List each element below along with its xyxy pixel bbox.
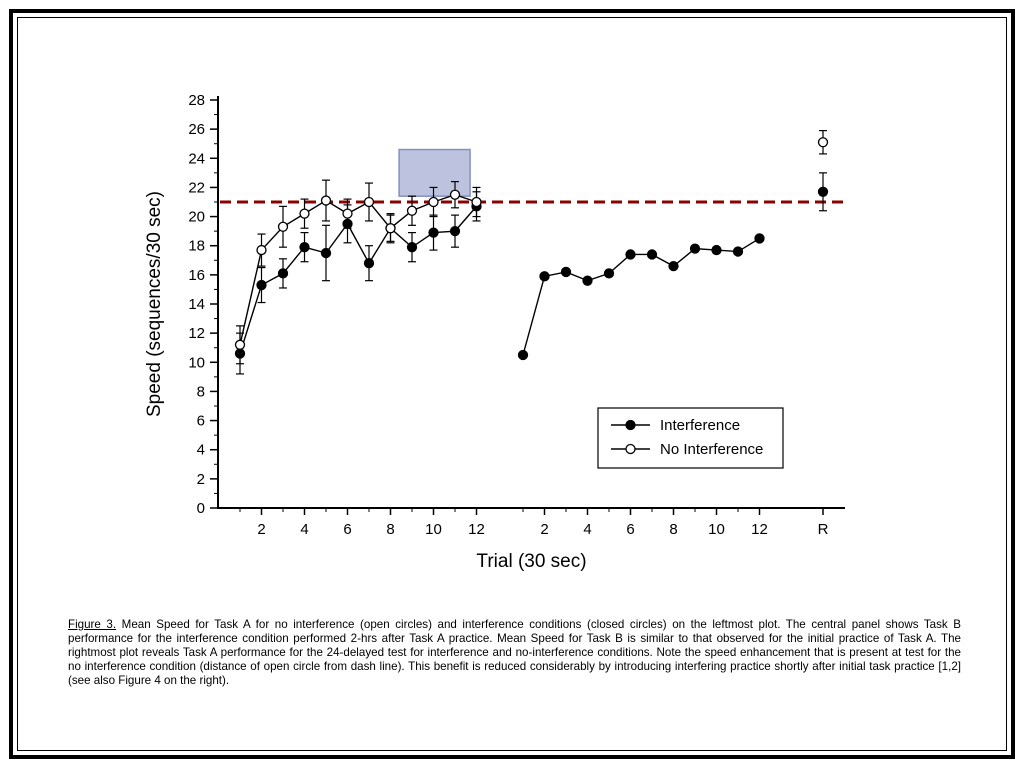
series-line-closed xyxy=(522,237,760,356)
x-tick-label: 10 xyxy=(708,521,725,538)
y-tick-label: 18 xyxy=(188,238,205,255)
data-point-closed xyxy=(560,266,572,278)
y-tick-label: 16 xyxy=(188,267,205,284)
y-axis-title: Speed (sequences/30 sec) xyxy=(144,191,165,417)
data-point-closed xyxy=(668,260,679,272)
series-line-open xyxy=(239,193,477,345)
data-point-closed xyxy=(582,275,593,286)
data-point-open xyxy=(320,195,332,206)
y-tick-label: 22 xyxy=(188,179,205,196)
data-point-closed xyxy=(711,244,722,256)
data-point-open xyxy=(342,208,353,219)
data-point-closed xyxy=(539,271,550,282)
data-point-closed xyxy=(625,249,636,260)
data-point-closed xyxy=(363,258,375,269)
figure-caption-label: Figure 3. xyxy=(68,618,117,631)
legend-label: Interference xyxy=(660,417,740,434)
x-tick-label: 12 xyxy=(751,521,768,538)
y-tick-label: 12 xyxy=(188,325,205,342)
y-tick-label: 24 xyxy=(188,150,205,167)
data-point-closed xyxy=(428,227,439,238)
data-point-closed xyxy=(406,242,418,253)
data-point-closed xyxy=(277,268,289,279)
data-point-open xyxy=(471,196,482,208)
data-point-open xyxy=(385,223,396,234)
y-tick-label: 6 xyxy=(197,413,205,430)
y-tick-label: 14 xyxy=(188,296,205,313)
figure-caption-text: Mean Speed for Task A for no interferenc… xyxy=(68,618,961,687)
retention-point-closed xyxy=(817,186,829,197)
y-tick-label: 20 xyxy=(188,209,205,226)
data-point-open xyxy=(277,221,289,232)
x-tick-label: 6 xyxy=(343,521,351,538)
x-tick-label: 2 xyxy=(257,521,265,538)
legend-label: No Interference xyxy=(660,441,763,458)
series-line-closed xyxy=(239,205,478,354)
x-tick-label: 6 xyxy=(626,521,634,538)
data-point-closed xyxy=(754,233,765,244)
x-tick-label: 12 xyxy=(468,521,485,538)
y-tick-label: 10 xyxy=(188,354,205,371)
x-tick-label: 4 xyxy=(300,521,308,538)
y-tick-label: 28 xyxy=(188,92,205,109)
figure-caption: Figure 3. Mean Speed for Task A for no i… xyxy=(68,618,961,688)
x-tick-label-r: R xyxy=(818,521,829,538)
legend-box xyxy=(597,407,784,469)
x-tick-label: 8 xyxy=(386,521,394,538)
data-point-open xyxy=(299,208,310,219)
data-point-open xyxy=(234,339,246,350)
legend-marker-closed xyxy=(625,419,636,431)
y-tick-label: 2 xyxy=(197,471,205,488)
legend-marker-open xyxy=(625,443,636,455)
data-point-closed xyxy=(646,249,658,260)
data-point-closed xyxy=(732,246,744,257)
y-tick-label: 4 xyxy=(197,442,205,459)
y-tick-label: 26 xyxy=(188,121,205,138)
data-point-open xyxy=(363,196,375,208)
data-point-open xyxy=(406,205,418,216)
y-tick-label: 8 xyxy=(197,383,205,400)
data-point-closed xyxy=(603,268,615,279)
data-point-open xyxy=(256,244,267,256)
data-point-closed xyxy=(449,225,461,237)
data-point-closed xyxy=(689,243,701,254)
x-tick-label: 4 xyxy=(583,521,591,538)
data-point-closed xyxy=(320,247,332,259)
x-tick-label: 10 xyxy=(425,521,442,538)
data-point-open xyxy=(449,189,461,200)
data-point-closed xyxy=(256,279,267,291)
highlight-box xyxy=(398,148,471,197)
data-point-open xyxy=(428,196,439,208)
x-tick-label: 8 xyxy=(669,521,677,538)
x-tick-label: 2 xyxy=(540,521,548,538)
data-point-closed xyxy=(299,242,310,253)
retention-point-open xyxy=(817,137,829,148)
y-tick-label: 0 xyxy=(197,500,205,517)
x-axis-title: Trial (30 sec) xyxy=(476,551,586,572)
data-point-closed xyxy=(517,349,529,361)
